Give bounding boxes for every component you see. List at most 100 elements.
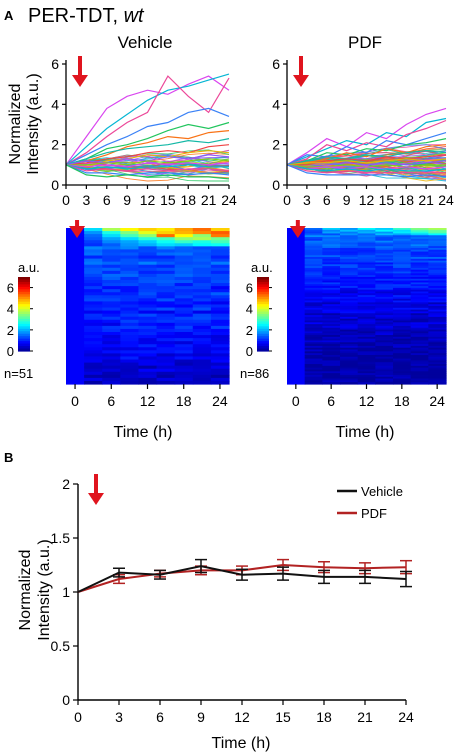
heat-cell <box>428 228 447 231</box>
heat-cell <box>84 237 103 241</box>
heat-cell <box>138 298 158 303</box>
heat-cell <box>375 313 394 316</box>
heat-cell <box>375 240 394 244</box>
treatment-arrow-head <box>69 226 86 238</box>
heat-cell <box>340 371 359 374</box>
heat-cell <box>156 252 176 257</box>
heat-cell <box>410 238 429 242</box>
x-tick-label: 12 <box>140 393 156 409</box>
heat-cell <box>192 231 212 235</box>
heat-cell <box>174 341 194 345</box>
heat-cell <box>66 237 85 241</box>
heat-cell <box>66 316 85 321</box>
x-tick-label: 15 <box>379 192 395 208</box>
heat-cell <box>322 329 341 332</box>
heat-cell <box>138 371 158 376</box>
heat-cell <box>428 269 447 273</box>
heat-cell <box>102 368 121 373</box>
x-tick-label: 12 <box>359 393 375 409</box>
heat-cell <box>66 255 85 260</box>
heat-cell <box>287 311 306 314</box>
heat-cell <box>322 316 341 320</box>
heat-cell <box>393 380 412 383</box>
y-tick-label: 2 <box>51 137 59 153</box>
heat-cell <box>357 249 376 253</box>
y-tick-label: 4 <box>51 96 59 112</box>
heat-cell <box>304 235 323 238</box>
colorbar-tick-label: 2 <box>7 323 14 338</box>
heat-cell <box>304 278 323 282</box>
heat-cell <box>375 291 394 294</box>
heat-cell <box>357 345 376 349</box>
heat-cell <box>66 335 85 339</box>
heat-cell <box>410 340 429 343</box>
heat-cell <box>287 286 306 289</box>
heat-cell <box>322 298 341 302</box>
colorbar-cell <box>257 346 269 350</box>
heat-cell <box>156 246 176 251</box>
heat-cell <box>66 359 85 364</box>
heat-cell <box>304 286 323 289</box>
x-tick-label: 24 <box>221 192 237 208</box>
heat-cell <box>375 235 394 238</box>
heat-cell <box>410 369 429 372</box>
heat-cell <box>375 306 394 309</box>
heat-cell <box>322 278 341 282</box>
heat-cell <box>102 249 121 254</box>
heat-cell <box>375 298 394 302</box>
colorbar-cell <box>18 333 30 337</box>
heat-cell <box>138 380 158 385</box>
heat-cell <box>375 284 394 287</box>
heat-cell <box>84 249 103 254</box>
heat-cell <box>84 289 103 293</box>
heat-cell <box>156 316 176 321</box>
heat-cell <box>102 313 121 318</box>
heat-cell <box>428 324 447 327</box>
heat-cell <box>322 320 341 323</box>
heat-cell <box>120 374 140 379</box>
heat-cell <box>322 362 341 365</box>
heat-cell <box>322 289 341 293</box>
colorbar-cell <box>18 289 30 293</box>
heat-cell <box>357 296 376 300</box>
heat-cell <box>210 264 230 269</box>
heat-cell <box>66 344 85 348</box>
heat-cell <box>174 273 194 278</box>
heat-cell <box>138 249 158 254</box>
heat-cell <box>393 286 412 289</box>
heat-cell <box>322 231 341 235</box>
heat-cell <box>340 235 359 238</box>
heat-cell <box>304 251 323 254</box>
heat-cell <box>393 237 412 240</box>
heat-cell <box>210 310 230 315</box>
heat-cell <box>410 382 429 385</box>
heat-cell <box>375 362 394 365</box>
heat-cell <box>84 335 103 339</box>
heat-cell <box>340 289 359 293</box>
heat-cell <box>192 362 212 367</box>
heat-cell <box>340 291 359 294</box>
heat-cell <box>84 316 103 321</box>
treatment-arrow-head <box>293 75 309 87</box>
heat-cell <box>375 311 394 314</box>
heat-cell <box>192 371 212 376</box>
heat-cell <box>84 270 103 275</box>
heat-cell <box>287 325 306 329</box>
heat-cell <box>304 356 323 360</box>
heat-cell <box>120 380 140 385</box>
heat-cell <box>428 380 447 383</box>
treatment-arrow <box>293 56 309 87</box>
trace-line <box>286 144 447 166</box>
x-tick-label: 6 <box>323 192 331 208</box>
heat-cell <box>192 258 212 263</box>
heat-cell <box>340 318 359 322</box>
heat-cell <box>156 273 176 278</box>
heat-cell <box>393 235 412 238</box>
heat-cell <box>192 307 212 312</box>
heat-cell <box>120 255 140 260</box>
heat-cell <box>287 331 306 334</box>
heat-cell <box>428 244 447 247</box>
heat-cell <box>428 247 447 251</box>
colorbar-tick-label: 0 <box>246 344 253 359</box>
heat-cell <box>287 244 306 247</box>
